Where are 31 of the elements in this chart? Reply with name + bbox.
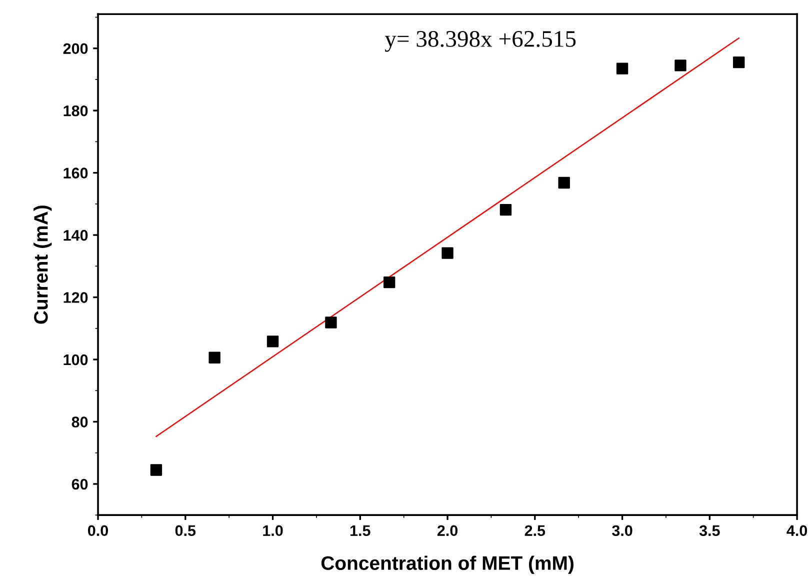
x-tick-label: 2.5 [524,525,546,536]
y-tick-label: 100 [64,354,88,366]
point [208,352,220,364]
x-axis-title: Concentration of MET (mM) [321,556,574,574]
x-tick-label: 0.5 [175,525,196,536]
x-tick-label: 0.0 [88,525,108,536]
y-axis-title: Current (mA) [34,206,52,324]
x-tick-label: 1.0 [263,525,283,536]
x-tick-label: 1.5 [350,525,370,536]
y-tick-label: 180 [64,105,88,116]
point [383,276,396,288]
x-tick-label: 3.5 [699,525,720,536]
point [325,316,337,328]
y-tick-label: 120 [64,292,88,303]
point [616,62,628,74]
point [500,204,512,216]
point [733,56,745,68]
y-tick-label: 80 [72,416,88,428]
point [674,60,686,72]
point [266,336,279,348]
x-tick-label: 4.0 [786,525,808,536]
annotation: y= 38.398x +62.515 [384,30,576,52]
y-tick-label: 60 [72,478,88,490]
point [442,247,454,259]
y-tick-label: 140 [64,230,88,241]
y-tick-label: 160 [64,168,88,178]
x-tick-label: 3.0 [612,525,632,536]
point [558,176,570,189]
point [150,464,162,476]
y-tick-label: 200 [63,43,88,54]
x-tick-label: 2.0 [437,525,458,536]
